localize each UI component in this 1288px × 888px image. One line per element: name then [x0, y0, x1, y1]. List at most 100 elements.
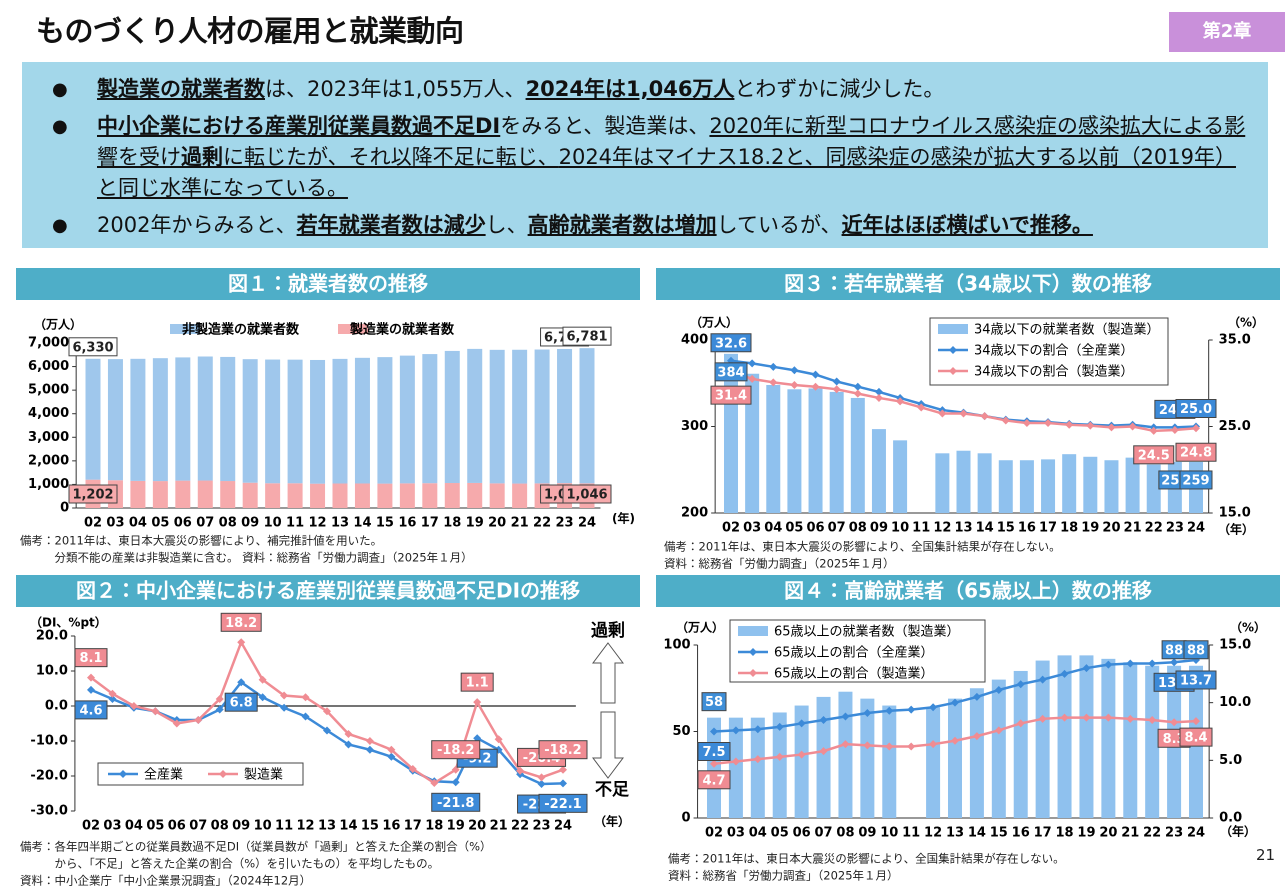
line-marker — [387, 752, 396, 761]
bullet-text: しているが、 — [716, 213, 842, 237]
line-marker — [972, 692, 981, 701]
x-tick-label: 11 — [286, 516, 304, 531]
value-label: 7.5 — [702, 745, 725, 760]
line-marker — [841, 712, 850, 721]
bar-segment — [467, 348, 483, 483]
legend-swatch — [170, 324, 200, 334]
bar-segment — [152, 481, 168, 508]
line-marker — [537, 773, 546, 782]
bar-segment — [444, 350, 460, 484]
line-marker — [344, 730, 353, 738]
x-tick-label: 14 — [968, 826, 986, 841]
bar — [926, 707, 941, 818]
line-marker — [1065, 420, 1074, 429]
bar — [1125, 457, 1140, 513]
x-tick-label: 13 — [331, 516, 349, 531]
line-marker — [451, 778, 460, 787]
line-marker — [769, 362, 778, 371]
line-marker — [811, 370, 820, 379]
x-tick-label: 07 — [189, 819, 207, 834]
page-number: 21 — [1256, 846, 1276, 864]
note: 備考：各年四半期ごとの従業員数過不足DI（従業員数が「過剰」と答えた企業の割合（… — [20, 840, 492, 854]
bullet: 製造業の就業者数は、2023年は1,055万人、2024年は1,046万人とわず… — [52, 74, 1248, 105]
bar-segment — [512, 483, 528, 508]
y2-tick-label: 15.0 — [1219, 506, 1251, 521]
bar-segment — [197, 480, 213, 508]
x-tick-label: 12 — [308, 516, 326, 531]
line-marker — [731, 726, 740, 735]
x-tick-label: 17 — [1039, 521, 1057, 536]
line-marker — [885, 706, 894, 715]
bar-segment — [85, 358, 101, 480]
x-tick-label: 22 — [1145, 521, 1163, 536]
value-label: -21.8 — [437, 796, 474, 811]
line-marker — [731, 757, 740, 766]
x-tick-label: 24 — [554, 819, 572, 834]
panel-title-bar — [16, 268, 640, 300]
panel-title: 図４：高齢就業者（65歳以上）数の推移 — [784, 579, 1152, 603]
bullet: 中小企業における産業別従業員数過不足DIをみると、製造業は、2020年に新型コロ… — [52, 111, 1248, 204]
bar — [1035, 660, 1050, 818]
legend-label: 製造業 — [244, 767, 283, 783]
line-marker — [710, 727, 718, 736]
bar — [829, 391, 844, 513]
line-marker — [951, 698, 959, 707]
value-label-box — [431, 792, 481, 812]
x-tick-label: 14 — [976, 521, 994, 536]
line-marker — [280, 691, 289, 700]
x-tick-label: 19 — [447, 819, 465, 834]
x-tick-label: 18 — [425, 819, 443, 834]
chapter-badge: 第2章 — [1169, 12, 1285, 52]
bar — [1057, 655, 1072, 818]
value-label: 8.4 — [1184, 731, 1207, 746]
value-label-box — [701, 692, 727, 712]
x-tick-label: 18 — [1060, 521, 1078, 536]
line-marker — [1170, 658, 1179, 667]
bar-segment — [220, 356, 236, 482]
x-tick-label: 14 — [353, 516, 371, 531]
bar-segment — [332, 358, 348, 484]
value-label: 18.2 — [225, 616, 257, 631]
x-tick-label: 15 — [361, 819, 379, 834]
bar-segment — [242, 482, 258, 508]
y-tick-label: 0.0 — [45, 699, 68, 714]
line-marker — [790, 366, 799, 375]
line-marker — [1126, 659, 1135, 668]
y-tick-label: 300 — [681, 419, 708, 434]
legend-label: 製造業の就業者数 — [349, 322, 455, 338]
y-tick-label: 0 — [60, 501, 69, 516]
value-label-box — [74, 648, 108, 668]
x-tick-label: 05 — [151, 516, 169, 531]
line-marker — [365, 745, 374, 754]
legend-marker — [749, 648, 757, 656]
panel-title-bar — [656, 268, 1280, 300]
line-marker — [1148, 659, 1157, 668]
bar-segment — [512, 349, 528, 484]
line-marker — [907, 742, 916, 751]
x-axis-label: （年） — [1220, 824, 1256, 839]
x-tick-label: 02 — [722, 521, 740, 536]
bar-segment — [287, 483, 303, 508]
bar — [956, 450, 971, 513]
x-tick-label: 23 — [1166, 521, 1184, 536]
line-marker — [365, 737, 374, 745]
x-tick-label: 04 — [129, 516, 147, 531]
bullet-text: 製造業の就業者数 — [97, 77, 265, 101]
legend-label: 65歳以上の割合（全産業） — [774, 645, 934, 661]
bar — [1013, 670, 1028, 818]
line-marker — [938, 409, 947, 418]
x-tick-label: 10 — [880, 826, 898, 841]
y-tick-label: 20.0 — [36, 629, 68, 644]
bullet-text: 近年はほぼ横ばいで推移。 — [841, 213, 1093, 237]
x-tick-label: 21 — [511, 516, 529, 531]
bullet-list: 製造業の就業者数は、2023年は1,055万人、2024年は1,046万人とわず… — [22, 62, 1268, 241]
line-marker — [1170, 425, 1179, 434]
panel-title: 図１：就業者数の推移 — [228, 272, 428, 296]
value-label-box — [697, 770, 731, 790]
line-marker — [874, 387, 883, 396]
line-marker — [87, 685, 95, 694]
y2-tick-label: 15.0 — [1219, 638, 1251, 653]
legend-swatch — [738, 626, 768, 636]
line-marker — [1082, 713, 1091, 722]
